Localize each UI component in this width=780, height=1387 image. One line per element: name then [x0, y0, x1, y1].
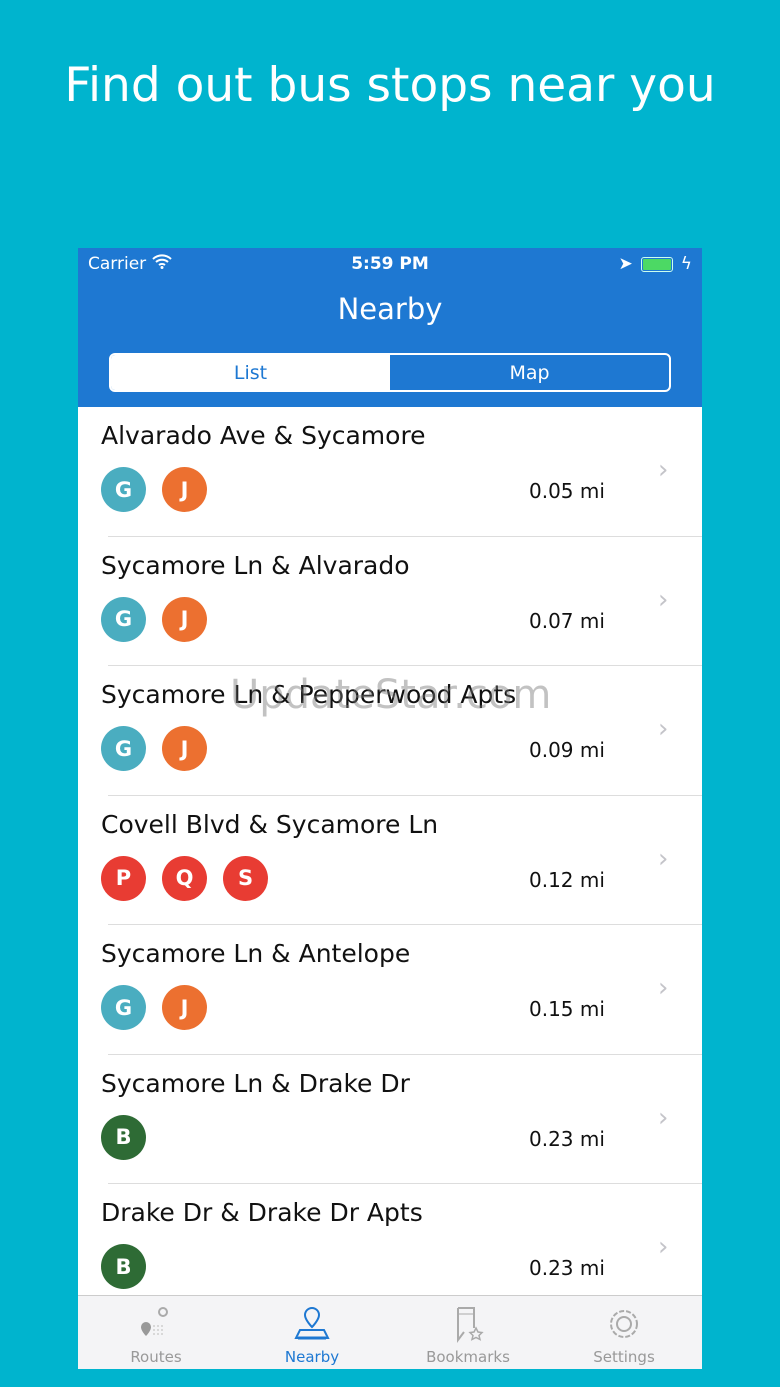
stop-name: Sycamore Ln & Alvarado [101, 550, 410, 580]
nav-bar: Carrier 5:59 PM ➤ ϟ Nearby List Map [78, 248, 702, 407]
list-map-segmented-control: List Map [109, 353, 671, 392]
location-arrow-icon: ➤ [618, 254, 633, 274]
stop-row[interactable]: Drake Dr & Drake Dr Apts B 0.23 mi › [101, 1184, 702, 1314]
chevron-right-icon: › [658, 714, 669, 744]
stop-distance: 0.23 mi [529, 1256, 605, 1280]
route-badges: B [101, 1114, 146, 1160]
stop-name: Sycamore Ln & Antelope [101, 939, 411, 968]
route-badge: B [101, 1244, 146, 1289]
tab-nearby[interactable]: Nearby [234, 1296, 390, 1369]
carrier: Carrier [88, 254, 147, 274]
tab-label: Routes [130, 1348, 182, 1366]
chevron-right-icon: › [658, 584, 669, 615]
tab-bookmarks[interactable]: Bookmarks [390, 1296, 546, 1369]
stop-distance: 0.05 mi [529, 479, 605, 503]
tab-label: Settings [593, 1348, 655, 1366]
stop-distance: 0.12 mi [529, 867, 605, 892]
phone-screen: Carrier 5:59 PM ➤ ϟ Nearby List Map Alvar… [78, 248, 702, 1369]
nearby-icon [294, 1306, 330, 1340]
stop-row[interactable]: Sycamore Ln & Pepperwood Apts G J 0.09 mi › [101, 666, 702, 796]
segment-map[interactable]: Map [509, 361, 550, 384]
tab-label: Nearby [284, 1348, 340, 1366]
charging-icon: ϟ [680, 254, 692, 274]
bookmarks-icon [457, 1307, 484, 1343]
stop-name: Alvarado Ave & Sycamore [101, 421, 426, 450]
route-badge: J [162, 985, 207, 1030]
battery-icon [640, 256, 673, 272]
route-badge: J [162, 596, 207, 642]
page-title: Nearby [337, 292, 443, 326]
stop-row[interactable]: Sycamore Ln & Antelope G J 0.15 mi › [101, 925, 702, 1055]
route-badge: B [101, 1114, 146, 1160]
route-badge: P [101, 855, 146, 901]
stop-row[interactable]: Covell Blvd & Sycamore Ln P Q S 0.12 mi › [101, 796, 702, 925]
route-badge: G [101, 726, 146, 771]
chevron-right-icon: › [658, 1232, 669, 1262]
stop-distance: 0.23 mi [529, 1126, 605, 1151]
stop-name: Drake Dr & Drake Dr Apts [101, 1198, 423, 1227]
route-badge: J [162, 467, 207, 512]
wifi-icon [152, 254, 172, 274]
route-badge: G [101, 596, 146, 642]
stop-distance: 0.07 mi [529, 608, 605, 633]
stop-row[interactable]: Sycamore Ln & Alvarado G J 0.07 mi › [101, 537, 702, 666]
stop-distance: 0.15 mi [529, 997, 605, 1021]
routes-icon [141, 1307, 168, 1336]
stop-list: Alvarado Ave & Sycamore G J 0.05 mi › Sycamor… [78, 407, 702, 1314]
stop-name: Sycamore Ln & Drake Dr [101, 1068, 410, 1098]
tab-settings[interactable]: Settings [546, 1296, 702, 1369]
route-badge: S [223, 855, 268, 901]
stop-row[interactable]: Sycamore Ln & Drake Dr B 0.23 mi › [101, 1055, 702, 1184]
gear-icon [610, 1310, 638, 1338]
chevron-right-icon: › [658, 843, 669, 874]
chevron-right-icon: › [658, 1102, 669, 1133]
route-badges: B [101, 1244, 146, 1289]
route-badge: J [162, 726, 207, 771]
status-bar: Carrier 5:59 PM ➤ ϟ [78, 248, 702, 280]
chevron-right-icon: › [658, 455, 669, 485]
headline: Find out bus stops near you [64, 58, 716, 113]
route-badge: Q [162, 855, 207, 901]
tab-routes[interactable]: Routes [78, 1296, 234, 1369]
tab-bar: Routes Nearby Bookmarks Settings [78, 1295, 702, 1369]
chevron-right-icon: › [658, 973, 669, 1003]
clock: 5:59 PM [351, 254, 429, 274]
stop-name: Sycamore Ln & Pepperwood Apts [101, 680, 517, 709]
route-badge: G [101, 467, 146, 512]
route-badge: G [101, 985, 146, 1030]
stop-distance: 0.09 mi [529, 738, 605, 762]
tab-label: Bookmarks [426, 1348, 510, 1366]
segment-list[interactable]: List [111, 355, 390, 390]
stop-name: Covell Blvd & Sycamore Ln [101, 809, 439, 839]
stop-row[interactable]: Alvarado Ave & Sycamore G J 0.05 mi › [101, 407, 702, 537]
